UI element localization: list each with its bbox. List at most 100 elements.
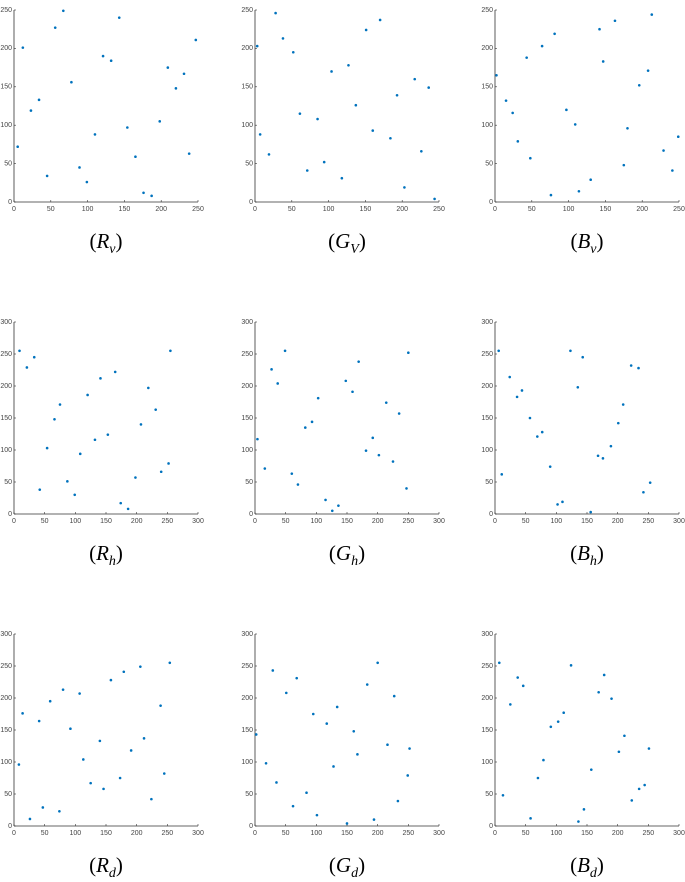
point	[21, 46, 25, 49]
point	[525, 56, 528, 59]
caption: (Bd)	[570, 853, 604, 881]
point	[182, 72, 186, 76]
point	[364, 28, 368, 32]
caption-open: (	[89, 853, 96, 877]
point	[147, 386, 150, 390]
y-tick-label: 200	[241, 695, 253, 702]
point	[154, 408, 157, 411]
point	[520, 389, 524, 392]
y-tick-label: 250	[0, 7, 12, 14]
caption-open: (	[570, 853, 577, 877]
point	[637, 787, 641, 791]
point	[427, 86, 430, 89]
point	[168, 661, 172, 665]
point	[129, 749, 133, 752]
point	[275, 781, 278, 784]
point	[119, 501, 123, 505]
point	[556, 720, 560, 723]
y-tick-label: 250	[481, 351, 493, 358]
point	[647, 747, 651, 750]
point	[408, 747, 411, 750]
y-tick-label: 300	[0, 319, 12, 326]
point	[365, 683, 369, 686]
x-tick-label: 250	[192, 206, 204, 213]
point	[89, 781, 92, 785]
point	[17, 763, 21, 766]
point	[118, 776, 122, 780]
point	[413, 77, 417, 81]
point	[549, 193, 553, 197]
caption-subscript: h	[351, 554, 358, 569]
point	[516, 140, 520, 143]
point	[549, 725, 553, 729]
point	[126, 507, 130, 511]
caption-close: )	[116, 229, 123, 253]
x-tick-label: 250	[161, 830, 173, 837]
point	[290, 472, 294, 475]
y-tick-label: 200	[241, 383, 253, 390]
point	[25, 366, 29, 369]
point	[41, 806, 45, 809]
x-tick-label: 50	[282, 830, 290, 837]
y-tick-label: 200	[0, 45, 12, 52]
x-tick-label: 300	[192, 830, 204, 837]
y-tick-label: 0	[8, 511, 12, 518]
point	[356, 753, 359, 756]
y-tick-label: 250	[241, 7, 253, 14]
point	[576, 385, 580, 389]
point	[371, 436, 375, 440]
point	[58, 403, 62, 406]
point	[174, 87, 178, 90]
caption-symbol: G	[336, 541, 351, 565]
x-tick-label: 150	[360, 206, 372, 213]
point	[420, 150, 423, 153]
x-tick-label: 200	[612, 830, 624, 837]
point	[335, 705, 339, 709]
point	[589, 510, 592, 514]
point	[528, 416, 532, 420]
y-tick-label: 100	[481, 447, 493, 454]
y-tick-label: 0	[489, 199, 493, 206]
x-tick-label: 200	[636, 206, 648, 213]
caption-close: )	[359, 229, 366, 253]
point	[324, 498, 327, 502]
point	[569, 664, 573, 667]
point	[45, 446, 49, 450]
point	[271, 669, 275, 672]
y-tick-label: 150	[241, 415, 253, 422]
point	[254, 733, 258, 736]
point	[16, 145, 19, 149]
point	[270, 368, 273, 371]
point	[109, 59, 113, 62]
y-tick-label: 50	[4, 160, 12, 167]
point	[562, 711, 565, 715]
point	[167, 462, 170, 465]
point	[142, 737, 146, 740]
point	[610, 697, 613, 700]
x-tick-label: 150	[600, 206, 612, 213]
point	[497, 349, 500, 353]
point	[29, 109, 33, 112]
point	[629, 364, 633, 367]
x-tick-label: 50	[282, 518, 290, 525]
y-tick-label: 0	[489, 823, 493, 830]
point	[569, 349, 572, 353]
point	[102, 787, 105, 791]
point	[397, 412, 401, 415]
y-tick-label: 0	[489, 511, 493, 518]
point	[561, 500, 564, 504]
point	[330, 509, 334, 513]
point	[267, 153, 271, 156]
point	[316, 117, 319, 121]
y-tick-label: 300	[0, 631, 12, 638]
x-tick-label: 200	[396, 206, 408, 213]
point	[109, 678, 113, 682]
x-tick-label: 150	[341, 518, 353, 525]
point	[391, 460, 395, 463]
caption-subscript: d	[590, 866, 598, 881]
x-tick-label: 50	[528, 206, 536, 213]
point	[78, 166, 81, 169]
y-tick-label: 150	[241, 727, 253, 734]
point	[637, 83, 641, 87]
point	[158, 120, 162, 123]
